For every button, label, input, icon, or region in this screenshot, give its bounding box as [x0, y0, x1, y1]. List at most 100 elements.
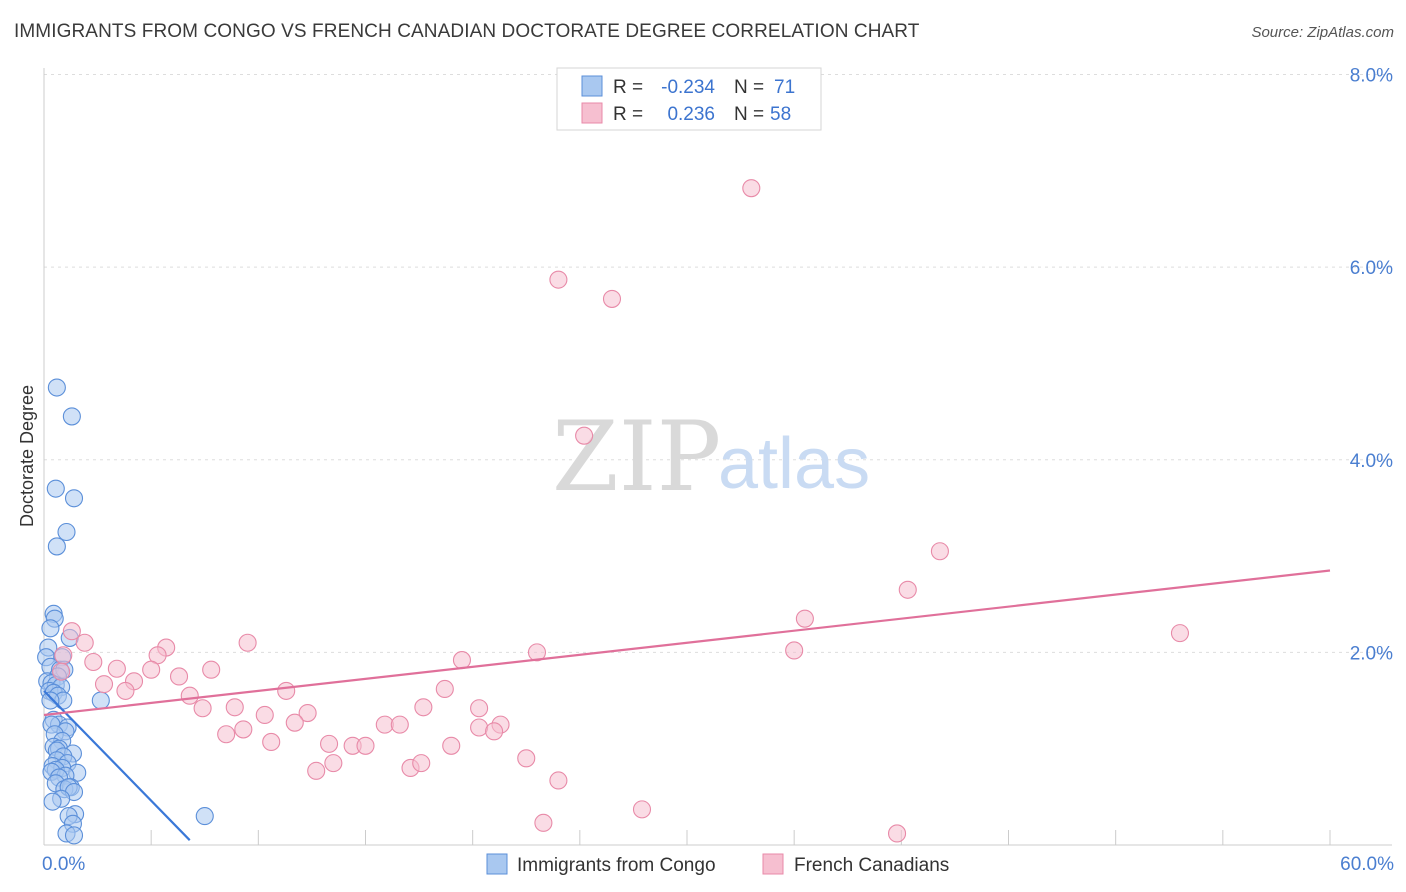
chart-title: IMMIGRANTS FROM CONGO VS FRENCH CANADIAN… — [14, 21, 920, 42]
french-canadian-point — [94, 675, 114, 694]
congo-point — [41, 691, 60, 710]
watermark: ZIP atlas — [552, 401, 870, 513]
french-canadian-point — [602, 289, 622, 308]
legend-swatch-pink — [581, 102, 603, 124]
watermark-zip: ZIP — [552, 401, 721, 513]
congo-point — [41, 619, 60, 638]
legend-swatch-blue — [581, 75, 603, 97]
french-canadian-point — [262, 732, 281, 751]
congo-point — [57, 522, 76, 542]
french-canadian-point — [169, 667, 189, 686]
french-canadian-point — [193, 699, 212, 718]
legend-r-label-pink: R = — [613, 104, 643, 125]
congo-trend-line — [43, 690, 191, 841]
congo-point — [43, 792, 62, 811]
series-congo-points — [37, 378, 214, 845]
y-tick-label-3: 8.0% — [1350, 66, 1393, 87]
french-canadian-point — [795, 609, 814, 628]
series-legend-label-french-canadians: French Canadians — [794, 855, 949, 876]
french-canadian-point — [180, 686, 199, 705]
french-canadian-point — [356, 736, 375, 755]
y-axis-label: Doctorate Degree — [17, 385, 37, 527]
legend-r-value-pink: 0.236 — [667, 104, 715, 125]
french-canadian-point — [84, 652, 103, 672]
french-canadian-point — [452, 651, 472, 670]
french-canadian-point — [575, 426, 594, 445]
french-canadian-point — [549, 270, 568, 289]
french-canadian-point — [277, 681, 296, 700]
french-canadian-point — [52, 662, 71, 681]
french-canadian-point — [202, 660, 221, 679]
congo-point — [62, 407, 81, 426]
trend-lines — [43, 569, 1331, 841]
french-canadian-point — [238, 633, 257, 652]
congo-point — [195, 807, 214, 826]
french-canadian-point — [414, 698, 433, 717]
legend-n-value-pink: 58 — [770, 104, 791, 125]
y-tick-label-0: 2.0% — [1350, 643, 1393, 664]
french-canadian-trend-line — [43, 569, 1331, 717]
french-canadian-point — [320, 734, 339, 753]
y-tick-label-2: 6.0% — [1350, 258, 1393, 279]
french-canadian-point — [785, 641, 804, 660]
x-ticks-layer: 0.0% 60.0% — [42, 830, 1394, 875]
french-canadian-point — [470, 699, 489, 718]
legend-n-value-blue: 71 — [774, 77, 795, 98]
french-canadian-point — [632, 800, 652, 819]
french-canadian-point — [234, 720, 253, 739]
y-ticks-layer: 2.0% 4.0% 6.0% 8.0% — [1350, 66, 1393, 665]
series-legend-label-congo: Immigrants from Congo — [517, 855, 716, 876]
french-canadian-point — [54, 646, 73, 665]
french-canadian-point — [534, 813, 553, 832]
congo-point — [46, 479, 65, 498]
french-canadian-point — [255, 705, 274, 725]
french-canadian-point — [142, 660, 161, 679]
french-canadian-point — [75, 633, 94, 652]
legend-r-label-blue: R = — [613, 77, 643, 98]
french-canadian-point — [116, 681, 135, 700]
french-canadian-point — [225, 698, 244, 717]
french-canadian-point — [442, 736, 461, 755]
french-canadian-point — [549, 771, 568, 790]
congo-point — [47, 537, 66, 556]
watermark-atlas: atlas — [718, 424, 870, 504]
french-canadian-point — [517, 749, 536, 768]
grid-layer — [44, 74, 1392, 653]
x-tick-label-1: 60.0% — [1340, 854, 1394, 875]
y-tick-label-1: 4.0% — [1350, 451, 1393, 472]
legend-n-label-pink: N = — [734, 104, 764, 125]
french-canadian-point — [435, 679, 454, 699]
french-canadian-point — [375, 715, 394, 734]
french-canadian-point — [527, 643, 547, 662]
french-canadian-point — [390, 715, 409, 734]
french-canadian-point — [742, 179, 761, 198]
correlation-legend: R = -0.234 N = 71 R = 0.236 N = 58 — [556, 67, 822, 131]
congo-point — [64, 489, 84, 508]
congo-point — [91, 691, 110, 710]
legend-r-value-blue: -0.234 — [661, 77, 715, 98]
french-canadian-point — [62, 622, 81, 641]
french-canadian-point — [930, 542, 949, 561]
legend-n-label-blue: N = — [734, 77, 764, 98]
series-legend-swatch-french-canadians — [762, 853, 784, 875]
series-legend-swatch-congo — [486, 853, 508, 875]
french-canadian-point — [307, 761, 326, 780]
french-canadian-point — [285, 713, 304, 732]
french-canadian-point — [887, 824, 907, 843]
french-canadian-point — [470, 718, 489, 737]
french-canadian-point — [485, 722, 504, 741]
french-canadian-point — [1170, 624, 1190, 643]
congo-point — [64, 826, 84, 845]
series-legend: Immigrants from Congo French Canadians — [486, 853, 949, 876]
french-canadian-point — [898, 580, 917, 599]
congo-point — [47, 378, 66, 397]
french-canadian-point — [324, 754, 343, 773]
french-canadian-point — [412, 754, 431, 773]
x-tick-label-0: 0.0% — [42, 854, 85, 875]
french-canadian-point — [298, 704, 317, 723]
french-canadian-point — [107, 659, 126, 678]
series-french-canadian-points — [52, 179, 1190, 843]
chart-source: Source: ZipAtlas.com — [1251, 24, 1394, 41]
french-canadian-point — [217, 725, 236, 744]
